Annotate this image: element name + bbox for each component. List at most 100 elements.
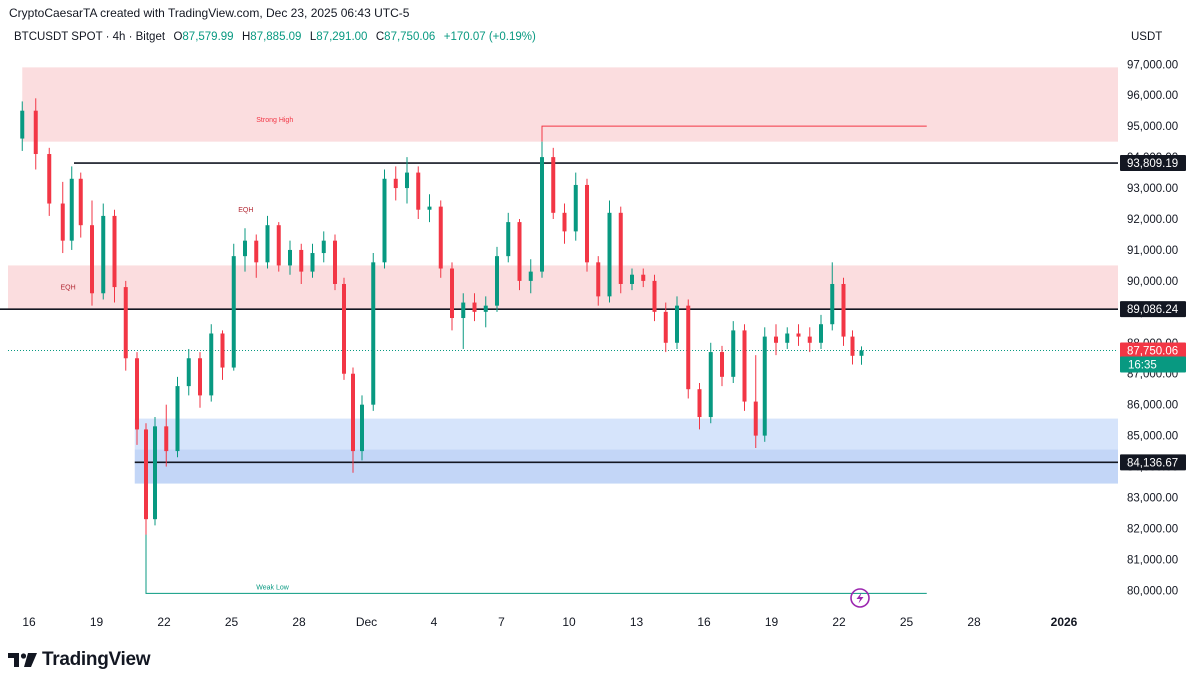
candle bbox=[859, 346, 864, 365]
price-tag-text: 87,750.06 bbox=[1127, 346, 1178, 358]
candle-body bbox=[753, 401, 758, 436]
price-tick-label: 93,000.00 bbox=[1127, 183, 1178, 195]
candle-body bbox=[288, 249, 292, 266]
open-label: O bbox=[173, 31, 183, 43]
time-tick-label: 28 bbox=[967, 615, 981, 629]
candle bbox=[243, 228, 247, 272]
candle bbox=[663, 302, 668, 353]
candle-body bbox=[254, 240, 259, 263]
lightning-icon[interactable] bbox=[850, 588, 870, 608]
candle-body bbox=[483, 305, 488, 312]
price-tag-box bbox=[1120, 356, 1186, 373]
time-tick-label: 10 bbox=[562, 615, 576, 629]
candle bbox=[807, 327, 812, 353]
candle bbox=[333, 234, 337, 291]
price-tag-box bbox=[1120, 454, 1186, 471]
symbol-name[interactable]: BTCUSDT SPOT · 4h · Bitget bbox=[14, 31, 166, 43]
candle bbox=[742, 324, 747, 411]
price-tick-label: 91,000.00 bbox=[1127, 245, 1178, 257]
time-tick-label: 19 bbox=[765, 615, 779, 629]
candle-body bbox=[321, 240, 326, 254]
candle-body bbox=[461, 302, 466, 319]
candle bbox=[288, 240, 292, 275]
price-tag-text: 89,086.24 bbox=[1127, 304, 1179, 316]
candle bbox=[641, 268, 646, 288]
candle-body bbox=[675, 305, 679, 343]
tradingview-footer[interactable]: TradingView bbox=[8, 649, 151, 671]
candle bbox=[101, 203, 106, 300]
candle bbox=[20, 101, 25, 151]
candle-body bbox=[859, 350, 864, 356]
candle bbox=[585, 178, 589, 272]
time-tick-label: 25 bbox=[900, 615, 914, 629]
candle-body bbox=[351, 373, 355, 452]
candle bbox=[144, 423, 148, 535]
candle-body bbox=[641, 274, 646, 281]
time-axis[interactable]: 16 19 22 25 28 Dec 4 7 10 13 16 19 22 25 28 2026 bbox=[22, 615, 1077, 629]
price-tag-box bbox=[1120, 342, 1186, 359]
candle-body bbox=[796, 333, 801, 337]
candle bbox=[135, 352, 139, 445]
candle-body bbox=[416, 172, 421, 210]
high-value: 87,885.09 bbox=[250, 31, 302, 43]
time-tick-label: 4 bbox=[431, 615, 438, 629]
candle bbox=[630, 268, 634, 291]
price-axis[interactable]: 80,000.0081,000.0082,000.0083,000.0084,0… bbox=[1127, 59, 1178, 597]
demand-zone-2 bbox=[134, 418, 1118, 450]
candle bbox=[675, 296, 679, 349]
candle bbox=[850, 330, 855, 365]
candle bbox=[164, 404, 169, 467]
candle bbox=[175, 376, 180, 458]
candle-body bbox=[382, 178, 387, 263]
annotation-label: Strong High bbox=[256, 117, 293, 124]
candle-body bbox=[123, 287, 128, 359]
candle bbox=[573, 172, 578, 241]
symbol-info-bar: BTCUSDT SPOT · 4h · Bitget O87,579.99 H8… bbox=[14, 31, 536, 43]
candle bbox=[830, 262, 835, 331]
time-tick-label: 16 bbox=[22, 615, 36, 629]
candle-body bbox=[33, 110, 38, 155]
candle-body bbox=[731, 330, 736, 377]
candle-body bbox=[164, 426, 169, 452]
candle bbox=[33, 98, 38, 170]
time-tick-label: 2026 bbox=[1051, 615, 1078, 629]
candle bbox=[265, 215, 270, 269]
candle bbox=[198, 352, 202, 408]
annotation-label: EQH bbox=[61, 284, 76, 291]
candle-body bbox=[785, 333, 790, 343]
candle bbox=[720, 345, 724, 387]
candle bbox=[220, 330, 225, 380]
tradingview-brand: TradingView bbox=[42, 649, 151, 670]
candle-body bbox=[405, 172, 409, 189]
candle bbox=[112, 209, 117, 303]
zones-layer bbox=[8, 67, 1118, 484]
candle bbox=[231, 243, 236, 371]
close-value: 87,750.06 bbox=[384, 31, 436, 43]
candle bbox=[652, 274, 657, 322]
price-tick-label: 83,000.00 bbox=[1127, 493, 1178, 505]
time-tick-label: Dec bbox=[356, 615, 377, 629]
price-tick-label: 97,000.00 bbox=[1127, 59, 1178, 71]
candle-body bbox=[686, 305, 691, 390]
candle-body bbox=[90, 225, 94, 294]
price-tag-text: 16:35 bbox=[1128, 359, 1157, 371]
candle-body bbox=[762, 336, 767, 436]
candle-body bbox=[360, 404, 364, 452]
candle bbox=[596, 256, 601, 306]
candle-body bbox=[528, 271, 533, 281]
candle bbox=[382, 169, 387, 269]
candle bbox=[461, 293, 466, 349]
candle-body bbox=[371, 262, 376, 405]
price-tag: 16:35 bbox=[1120, 356, 1186, 373]
candle bbox=[762, 327, 767, 442]
candle bbox=[351, 367, 355, 473]
candle-body bbox=[101, 215, 106, 294]
candle bbox=[483, 296, 488, 328]
candle bbox=[209, 324, 214, 402]
price-tick-label: 86,000.00 bbox=[1127, 400, 1178, 412]
candle bbox=[708, 342, 713, 424]
candle-body bbox=[742, 330, 747, 402]
candle bbox=[517, 219, 522, 291]
